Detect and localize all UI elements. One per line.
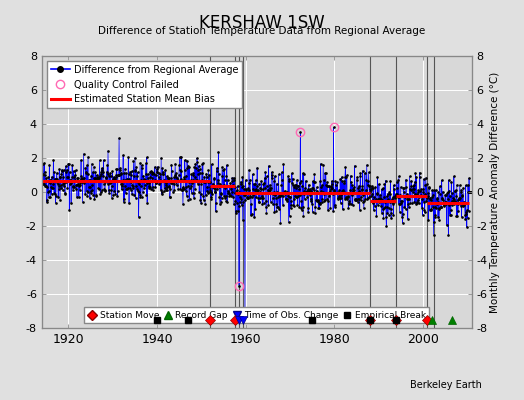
Y-axis label: Monthly Temperature Anomaly Difference (°C): Monthly Temperature Anomaly Difference (… [490, 71, 500, 313]
Text: Berkeley Earth: Berkeley Earth [410, 380, 482, 390]
Legend: Station Move, Record Gap, Time of Obs. Change, Empirical Break: Station Move, Record Gap, Time of Obs. C… [84, 307, 429, 324]
Text: Difference of Station Temperature Data from Regional Average: Difference of Station Temperature Data f… [99, 26, 425, 36]
Text: KERSHAW 1SW: KERSHAW 1SW [199, 14, 325, 32]
